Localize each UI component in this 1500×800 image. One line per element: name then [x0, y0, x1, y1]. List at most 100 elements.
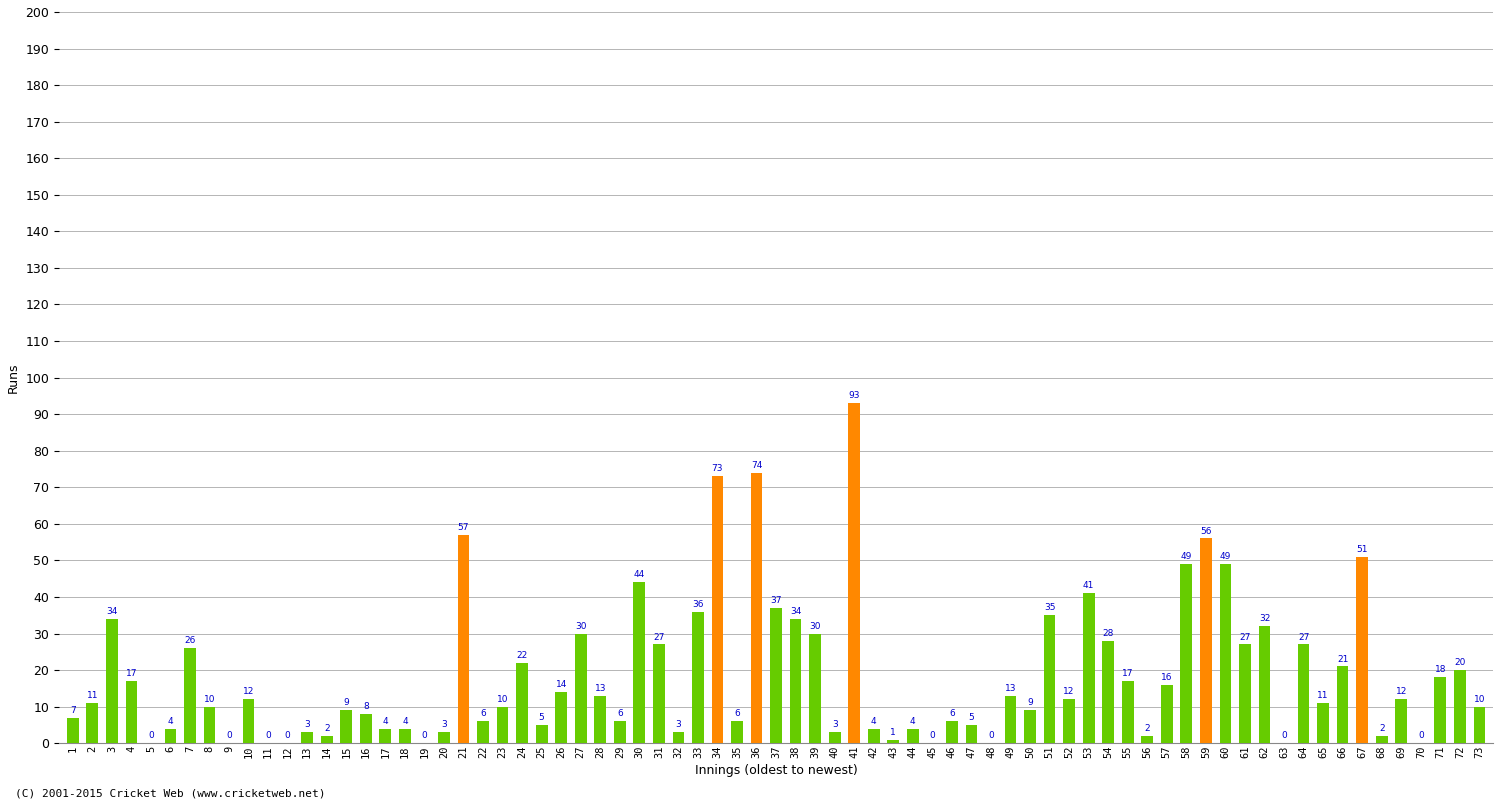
Bar: [458, 535, 470, 743]
Bar: [1083, 594, 1095, 743]
Text: 49: 49: [1180, 552, 1192, 561]
Text: 4: 4: [910, 717, 915, 726]
Bar: [946, 722, 958, 743]
Bar: [204, 706, 216, 743]
Bar: [1064, 699, 1076, 743]
Bar: [888, 739, 898, 743]
Bar: [1142, 736, 1154, 743]
Bar: [730, 722, 742, 743]
Text: 49: 49: [1220, 552, 1232, 561]
Text: 6: 6: [480, 710, 486, 718]
Bar: [868, 729, 879, 743]
Text: 35: 35: [1044, 603, 1056, 612]
Text: 44: 44: [633, 570, 645, 579]
Text: 34: 34: [106, 607, 117, 616]
Bar: [1122, 681, 1134, 743]
Bar: [830, 732, 840, 743]
Text: 10: 10: [1473, 694, 1485, 704]
Text: 9: 9: [344, 698, 350, 707]
Bar: [1473, 706, 1485, 743]
Text: 0: 0: [1281, 731, 1287, 740]
Bar: [106, 619, 117, 743]
Text: 0: 0: [422, 731, 428, 740]
Text: 51: 51: [1356, 545, 1368, 554]
Bar: [790, 619, 801, 743]
Bar: [633, 582, 645, 743]
Bar: [750, 473, 762, 743]
Bar: [711, 476, 723, 743]
Bar: [574, 634, 586, 743]
Bar: [1376, 736, 1388, 743]
Bar: [477, 722, 489, 743]
Text: 10: 10: [204, 694, 216, 704]
Text: 30: 30: [574, 622, 586, 630]
Bar: [849, 403, 859, 743]
Bar: [1044, 615, 1056, 743]
Bar: [594, 696, 606, 743]
Bar: [87, 703, 98, 743]
Bar: [340, 710, 352, 743]
Text: 18: 18: [1434, 666, 1446, 674]
Bar: [614, 722, 626, 743]
Text: 12: 12: [243, 687, 255, 697]
Text: 57: 57: [458, 523, 470, 532]
Text: 11: 11: [87, 691, 98, 700]
Bar: [1395, 699, 1407, 743]
Bar: [966, 725, 978, 743]
Text: 26: 26: [184, 636, 195, 646]
Bar: [380, 729, 392, 743]
Text: 56: 56: [1200, 526, 1212, 535]
Bar: [1180, 564, 1192, 743]
Text: 6: 6: [734, 710, 740, 718]
Text: 13: 13: [1005, 684, 1017, 693]
Bar: [1454, 670, 1466, 743]
Bar: [692, 611, 703, 743]
Text: 3: 3: [833, 720, 837, 730]
Bar: [1336, 666, 1348, 743]
Text: 34: 34: [790, 607, 801, 616]
Text: 32: 32: [1258, 614, 1270, 623]
Bar: [1434, 678, 1446, 743]
Bar: [1356, 557, 1368, 743]
Text: 6: 6: [616, 710, 622, 718]
Text: 0: 0: [226, 731, 232, 740]
Text: 4: 4: [168, 717, 174, 726]
Text: 1: 1: [891, 728, 896, 737]
Text: 30: 30: [810, 622, 820, 630]
Bar: [243, 699, 255, 743]
Bar: [810, 634, 820, 743]
Text: 27: 27: [1298, 633, 1310, 642]
Text: 3: 3: [675, 720, 681, 730]
Bar: [1317, 703, 1329, 743]
Text: 4: 4: [402, 717, 408, 726]
Text: 13: 13: [594, 684, 606, 693]
Bar: [672, 732, 684, 743]
Text: 74: 74: [752, 461, 762, 470]
Text: 4: 4: [382, 717, 388, 726]
Text: 6: 6: [950, 710, 956, 718]
Text: 36: 36: [692, 600, 703, 609]
Bar: [516, 662, 528, 743]
Bar: [770, 608, 782, 743]
Bar: [321, 736, 333, 743]
Text: 22: 22: [516, 651, 528, 660]
Bar: [438, 732, 450, 743]
Text: 21: 21: [1336, 654, 1348, 663]
Bar: [1239, 645, 1251, 743]
Bar: [126, 681, 136, 743]
Text: 0: 0: [1418, 731, 1424, 740]
Bar: [536, 725, 548, 743]
Text: 2: 2: [1144, 724, 1150, 733]
Bar: [1161, 685, 1173, 743]
Bar: [360, 714, 372, 743]
Bar: [652, 645, 664, 743]
Bar: [1102, 641, 1114, 743]
Bar: [496, 706, 508, 743]
Bar: [68, 718, 78, 743]
Bar: [555, 692, 567, 743]
Text: 12: 12: [1064, 687, 1076, 697]
Text: 17: 17: [126, 669, 136, 678]
Bar: [908, 729, 918, 743]
Bar: [165, 729, 177, 743]
Text: 0: 0: [988, 731, 994, 740]
